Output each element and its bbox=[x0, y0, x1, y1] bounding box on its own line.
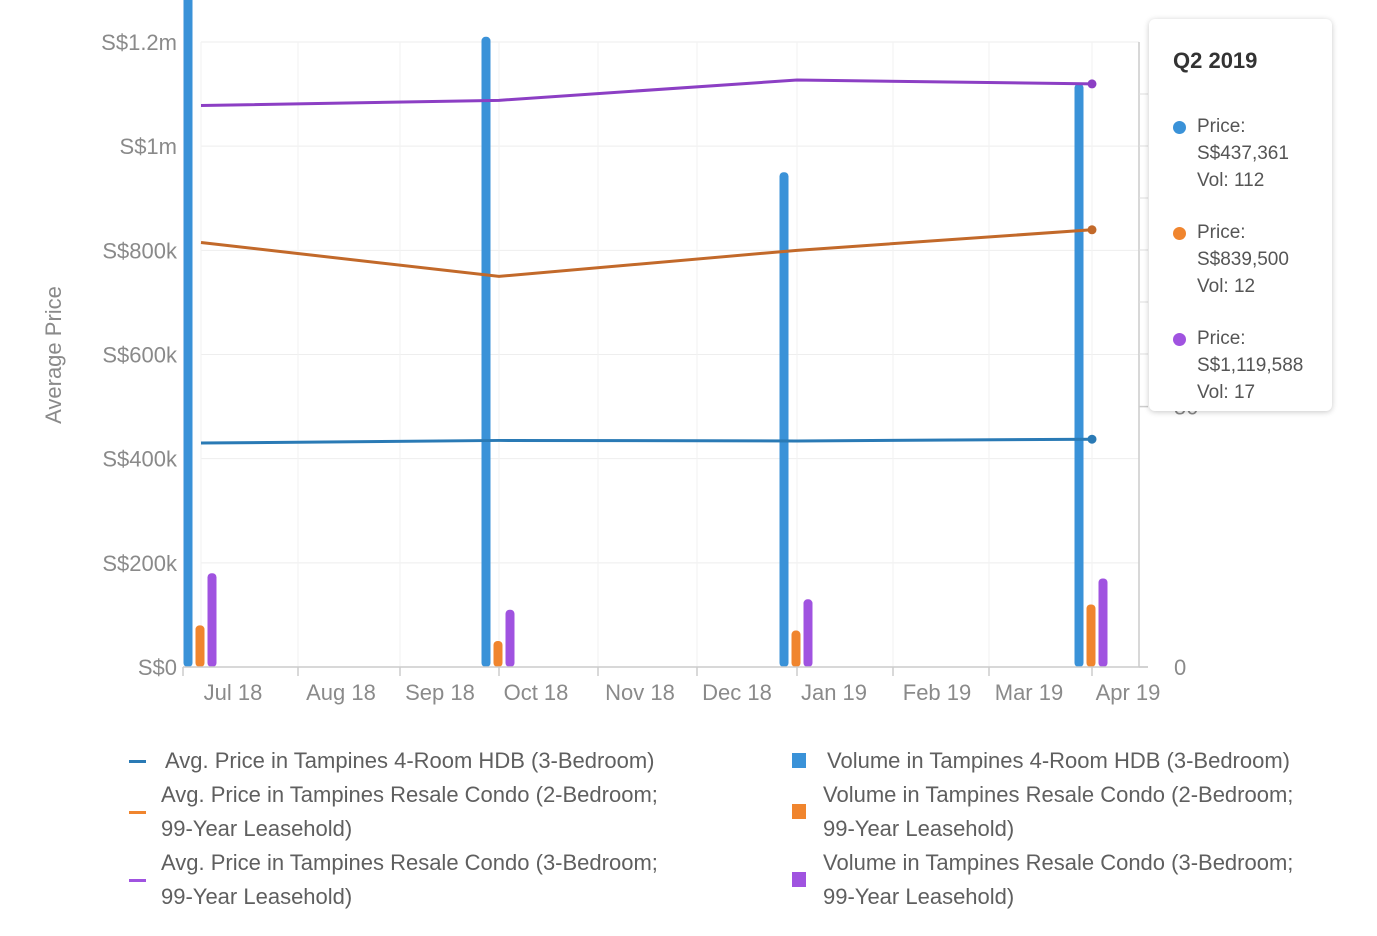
volume-bars bbox=[183, 0, 1108, 668]
tooltip: Q2 2019 Price: S$437,361 Vol: 112 Price:… bbox=[1149, 19, 1332, 411]
grid-lines bbox=[200, 41, 1139, 668]
tooltip-price-label: Price: bbox=[1197, 222, 1246, 243]
volume-bar bbox=[481, 36, 491, 667]
tooltip-volume: Vol: 17 bbox=[1197, 382, 1256, 403]
legend-label-line2: 99-Year Leasehold) bbox=[161, 816, 353, 841]
volume-bar bbox=[183, 0, 193, 667]
volume-bar bbox=[1074, 83, 1084, 667]
line-swatch-icon bbox=[129, 879, 146, 882]
x-tick-label: Jan 19 bbox=[801, 680, 867, 705]
y-tick-label: S$800k bbox=[102, 238, 178, 263]
x-tick-label: Jul 18 bbox=[204, 680, 263, 705]
x-tick-label: Feb 19 bbox=[903, 680, 972, 705]
legend-label: Avg. Price in Tampines Resale Condo (2-B… bbox=[161, 782, 658, 807]
x-tick-label: Apr 19 bbox=[1096, 680, 1161, 705]
x-tick-label: Mar 19 bbox=[995, 680, 1063, 705]
volume-bar bbox=[803, 599, 813, 667]
price-line bbox=[200, 228, 1093, 278]
volume-bar bbox=[791, 630, 801, 667]
bar-swatch-icon bbox=[792, 753, 806, 768]
tooltip-price-value: S$1,119,588 bbox=[1197, 355, 1304, 376]
legend-label-line2: 99-Year Leasehold) bbox=[823, 884, 1015, 909]
tooltip-price-label: Price: bbox=[1197, 328, 1246, 349]
bar-swatch-icon bbox=[792, 804, 806, 819]
tooltip-price-label: Price: bbox=[1197, 116, 1246, 137]
y-tick-label: S$1.2m bbox=[101, 30, 177, 55]
y-tick-label: S$1m bbox=[120, 134, 177, 159]
price-line bbox=[200, 437, 1093, 445]
tooltip-price-value: S$437,361 bbox=[1197, 143, 1289, 164]
volume-bar bbox=[779, 172, 789, 668]
volume-bar bbox=[505, 609, 515, 667]
x-tick-label: Aug 18 bbox=[306, 680, 376, 705]
volume-bar bbox=[207, 573, 217, 667]
bar-swatch-icon bbox=[792, 872, 806, 887]
tooltip-volume: Vol: 112 bbox=[1197, 170, 1265, 191]
tooltip-volume: Vol: 12 bbox=[1197, 276, 1256, 297]
y-tick-label: S$600k bbox=[102, 343, 178, 368]
series-dot-icon bbox=[1173, 227, 1186, 240]
x-tick-label: Oct 18 bbox=[504, 680, 569, 705]
volume-bar bbox=[493, 640, 503, 667]
legend-label: Volume in Tampines 4-Room HDB (3-Bedroom… bbox=[827, 748, 1290, 773]
y-tick-label: S$400k bbox=[102, 447, 178, 472]
axes: S$0S$200kS$400kS$600kS$800kS$1mS$1.2m050… bbox=[101, 30, 1198, 705]
price-point bbox=[1087, 434, 1097, 444]
legend-label-line2: 99-Year Leasehold) bbox=[161, 884, 353, 909]
x-tick-label: Dec 18 bbox=[702, 680, 772, 705]
series-dot-icon bbox=[1173, 121, 1186, 134]
price-point bbox=[1087, 79, 1097, 89]
x-tick-label: Sep 18 bbox=[405, 680, 475, 705]
legend-label: Avg. Price in Tampines Resale Condo (3-B… bbox=[161, 850, 658, 875]
y-tick-label: S$200k bbox=[102, 551, 178, 576]
volume-bar bbox=[1098, 578, 1108, 667]
volume-bar bbox=[1086, 604, 1096, 667]
legend-label: Volume in Tampines Resale Condo (3-Bedro… bbox=[823, 850, 1294, 875]
series-dot-icon bbox=[1173, 333, 1186, 346]
x-tick-label: Nov 18 bbox=[605, 680, 675, 705]
y-tick-label: S$0 bbox=[138, 655, 177, 680]
legend-label-line2: 99-Year Leasehold) bbox=[823, 816, 1015, 841]
price-point bbox=[1087, 225, 1097, 235]
y-right-tick-label: 0 bbox=[1174, 655, 1186, 680]
tooltip-price-value: S$839,500 bbox=[1197, 249, 1289, 270]
price-lines bbox=[200, 78, 1097, 445]
tooltip-title: Q2 2019 bbox=[1173, 48, 1258, 73]
legend-label: Volume in Tampines Resale Condo (2-Bedro… bbox=[823, 782, 1294, 807]
line-swatch-icon bbox=[129, 811, 146, 814]
legend-label: Avg. Price in Tampines 4-Room HDB (3-Bed… bbox=[165, 748, 655, 773]
price-line bbox=[200, 78, 1093, 108]
y-axis-title: Average Price bbox=[41, 286, 66, 424]
volume-bar bbox=[195, 625, 205, 667]
line-swatch-icon bbox=[129, 760, 146, 763]
